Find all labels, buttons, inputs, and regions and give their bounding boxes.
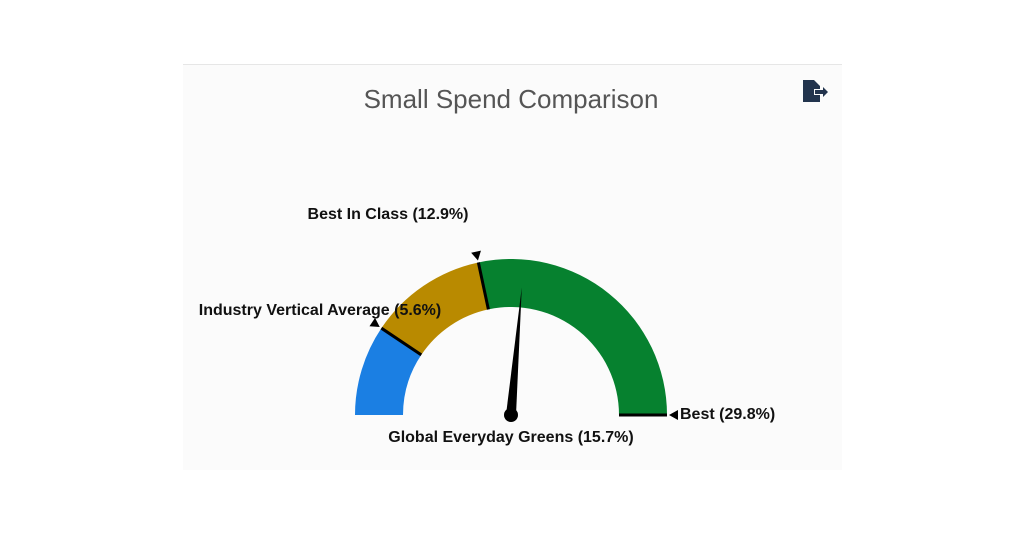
marker-arrow	[369, 317, 380, 328]
needle	[506, 287, 522, 416]
marker-arrow	[669, 410, 678, 420]
gauge-band	[355, 328, 422, 415]
gauge-band	[381, 262, 489, 355]
export-icon	[803, 80, 820, 102]
marker-line	[476, 262, 490, 310]
marker-line	[380, 326, 423, 357]
marker-label: Industry Vertical Average (5.6%)	[199, 302, 441, 319]
marker-label: Best In Class (12.9%)	[308, 206, 469, 223]
marker-label: Best (29.8%)	[680, 406, 775, 423]
chart-title: Small Spend Comparison	[364, 84, 659, 114]
export-arrow	[815, 87, 828, 97]
export-button[interactable]	[803, 80, 828, 102]
marker-arrow	[471, 250, 481, 261]
gauge-band	[478, 259, 667, 415]
needle-label: Global Everyday Greens (15.7%)	[388, 429, 633, 446]
needle-hub	[504, 408, 518, 422]
